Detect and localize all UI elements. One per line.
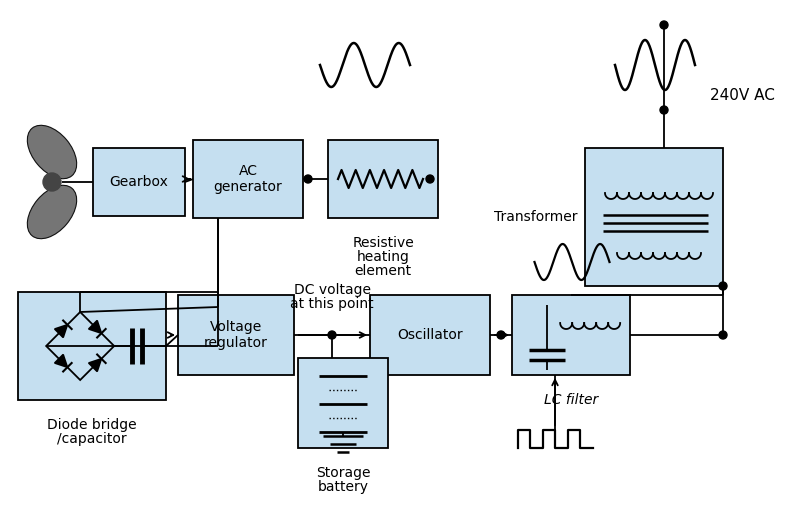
Circle shape bbox=[719, 331, 727, 339]
Bar bbox=[298, 358, 388, 448]
Text: at this point: at this point bbox=[290, 297, 374, 311]
Circle shape bbox=[660, 21, 668, 29]
Circle shape bbox=[719, 282, 727, 290]
Bar bbox=[512, 295, 630, 375]
Text: Storage: Storage bbox=[316, 466, 370, 480]
Circle shape bbox=[426, 175, 434, 183]
Bar bbox=[193, 140, 303, 218]
Ellipse shape bbox=[27, 125, 77, 179]
Polygon shape bbox=[89, 320, 102, 333]
Text: DC voltage: DC voltage bbox=[294, 283, 370, 297]
Bar bbox=[585, 148, 723, 286]
Bar bbox=[328, 140, 438, 218]
Text: Voltage
regulator: Voltage regulator bbox=[204, 320, 268, 350]
Text: LC filter: LC filter bbox=[544, 393, 598, 407]
Bar bbox=[178, 295, 294, 375]
Polygon shape bbox=[89, 359, 102, 372]
Bar bbox=[93, 148, 185, 216]
Text: element: element bbox=[354, 264, 411, 278]
Text: Resistive: Resistive bbox=[352, 236, 414, 250]
Bar bbox=[370, 295, 490, 375]
Text: Diode bridge: Diode bridge bbox=[47, 418, 137, 432]
Polygon shape bbox=[54, 354, 67, 367]
Text: /capacitor: /capacitor bbox=[57, 432, 127, 446]
Text: heating: heating bbox=[357, 250, 410, 264]
Text: Transformer: Transformer bbox=[494, 210, 577, 224]
Circle shape bbox=[660, 106, 668, 114]
Circle shape bbox=[328, 331, 336, 339]
Text: battery: battery bbox=[318, 480, 369, 494]
Circle shape bbox=[304, 175, 312, 183]
Text: 240V AC: 240V AC bbox=[710, 88, 775, 103]
Text: Oscillator: Oscillator bbox=[397, 328, 463, 342]
Ellipse shape bbox=[27, 185, 77, 239]
Text: Gearbox: Gearbox bbox=[110, 175, 169, 189]
Polygon shape bbox=[54, 325, 67, 337]
Circle shape bbox=[43, 173, 61, 191]
Bar bbox=[18, 292, 166, 400]
Text: AC
generator: AC generator bbox=[214, 164, 282, 194]
Circle shape bbox=[497, 331, 505, 339]
